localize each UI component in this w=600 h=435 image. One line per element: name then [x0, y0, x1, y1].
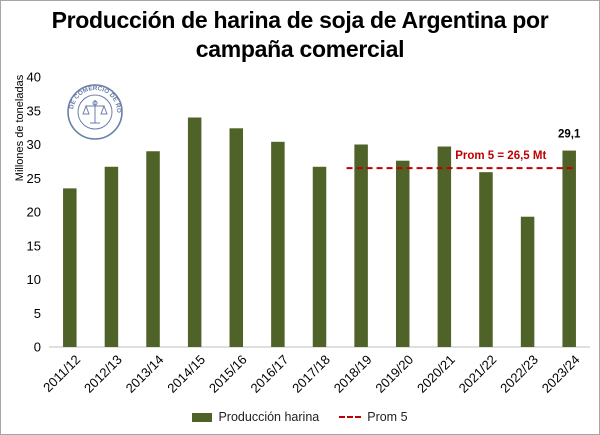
svg-text:BOLSA DE COMERCIO DE ROSARIO: BOLSA DE COMERCIO DE ROSARIO: [66, 83, 122, 113]
legend-label-produccion: Producción harina: [218, 410, 320, 424]
chart-title-line-2: campaña comercial: [195, 36, 405, 62]
legend-swatch-produccion: [192, 412, 213, 422]
chart-title-line-1: Producción de harina de soja de Argentin…: [51, 7, 549, 33]
legend-item-produccion: Producción harina: [192, 410, 319, 424]
legend: Producción harina Prom 5: [0, 410, 600, 424]
legend-item-prom5: Prom 5: [339, 410, 408, 424]
legend-swatch-prom5: [339, 416, 362, 418]
bolsa-rosario-seal-logo: BOLSA DE COMERCIO DE ROSARIO: [66, 83, 123, 140]
chart-title: Producción de harina de soja de Argentin…: [0, 6, 600, 64]
seal-text: BOLSA DE COMERCIO DE ROSARIO: [66, 83, 122, 113]
legend-label-prom5: Prom 5: [367, 410, 408, 424]
